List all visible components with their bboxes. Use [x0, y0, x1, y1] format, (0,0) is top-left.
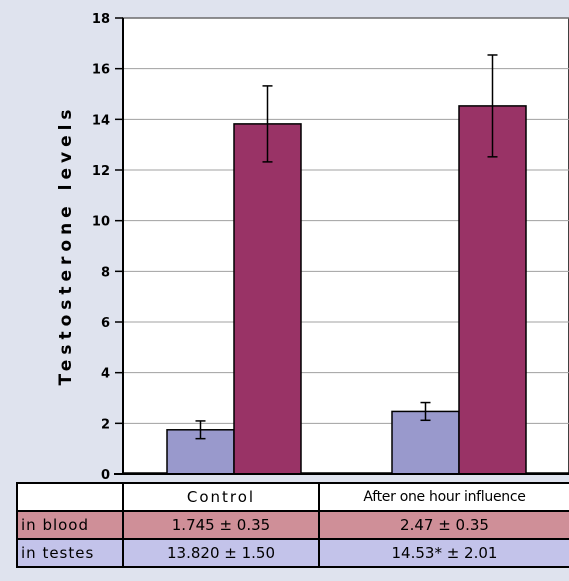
cell-blood-after: 2.47 ± 0.35 — [318, 510, 569, 540]
table-header-row: Control After one hour influence — [16, 482, 569, 512]
bars — [166, 105, 527, 475]
y-tick-label: 2 — [101, 417, 110, 432]
y-tick-label: 10 — [92, 215, 110, 230]
y-tick-label: 16 — [92, 63, 110, 78]
y-tick-label: 14 — [92, 113, 110, 128]
cell-blood-control: 1.745 ± 0.35 — [122, 510, 320, 540]
column-header-control: Control — [122, 482, 320, 512]
y-tick-label: 12 — [92, 164, 110, 179]
y-tick-label: 4 — [101, 367, 110, 382]
bar-in-testes-control — [233, 123, 302, 475]
error-bars — [195, 54, 498, 440]
y-tick-label: 0 — [101, 468, 110, 482]
table-corner-cell — [16, 482, 124, 512]
y-tick-label: 8 — [101, 265, 110, 280]
bar-in-testes-after — [458, 105, 527, 475]
column-header-after: After one hour influence — [318, 482, 569, 512]
cell-testes-control: 13.820 ± 1.50 — [122, 538, 320, 568]
y-axis: 0 2 4 6 8 10 12 14 16 18 — [92, 12, 123, 482]
table-row-testes: in testes 13.820 ± 1.50 14.53* ± 2.01 — [16, 538, 569, 568]
y-tick-label: 18 — [92, 12, 110, 27]
bar-chart: 0 2 4 6 8 10 12 14 16 18 Testosterone levels — [56, 12, 569, 482]
y-tick-label: 6 — [101, 316, 110, 331]
y-axis-label: Testosterone levels — [56, 104, 76, 385]
row-label-blood: in blood — [16, 510, 124, 540]
table-row-blood: in blood 1.745 ± 0.35 2.47 ± 0.35 — [16, 510, 569, 540]
cell-testes-after: 14.53* ± 2.01 — [318, 538, 569, 568]
data-table: Control After one hour influence in bloo… — [16, 482, 569, 568]
row-label-testes: in testes — [16, 538, 124, 568]
bar-in-blood-after — [391, 410, 460, 475]
